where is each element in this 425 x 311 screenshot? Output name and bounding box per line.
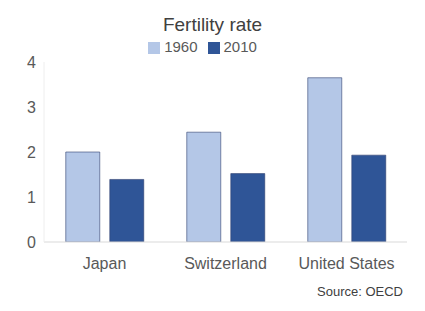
svg-text:4: 4 <box>27 54 36 71</box>
html-text:1960: 1960 <box>164 38 198 55</box>
svg-text:Switzerland: Switzerland <box>184 255 267 272</box>
svg-text:1: 1 <box>27 189 36 206</box>
html-text:2010: 2010 <box>223 38 257 55</box>
svg-text:2: 2 <box>27 144 36 161</box>
svg-text:Japan: Japan <box>83 255 127 272</box>
svg-text:0: 0 <box>27 234 36 251</box>
html-text:Source: OECD: Source: OECD <box>317 284 403 299</box>
svg-text:United States: United States <box>298 255 394 272</box>
html-text:Fertility rate: Fertility rate <box>162 14 263 35</box>
svg-text:3: 3 <box>27 99 36 116</box>
